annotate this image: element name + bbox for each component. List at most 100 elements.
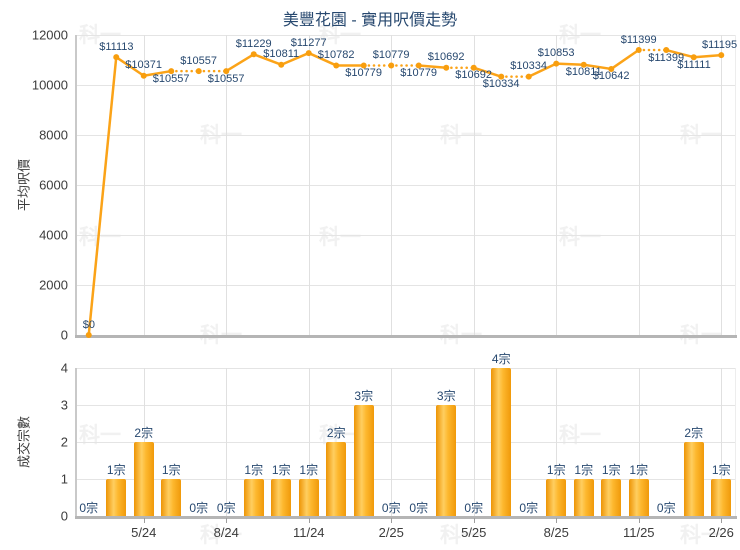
plot-right-edge: [735, 35, 736, 335]
bar-value-label: 0宗: [464, 501, 484, 515]
line-segment: [143, 69, 172, 77]
v-gridline: [556, 368, 558, 516]
watermark-text: 科一: [200, 524, 242, 547]
data-point-marker: [305, 50, 312, 57]
x-tick-mark: [308, 518, 310, 523]
watermark-text: 科一: [559, 226, 601, 249]
bar-value-label: 1宗: [629, 463, 649, 477]
data-point-marker: [690, 54, 697, 61]
data-point-marker: [113, 54, 120, 61]
h-gridline: [75, 478, 735, 480]
v-gridline: [391, 368, 393, 516]
v-gridline: [473, 368, 475, 516]
bar-value-label: 0宗: [381, 501, 401, 515]
y-tick-label: 1: [60, 471, 68, 487]
bar-value-label: 1宗: [161, 463, 181, 477]
price-point-label: $10811: [565, 66, 602, 79]
price-point-label: $10692: [427, 51, 465, 64]
x-tick-label: 2/26: [708, 525, 734, 540]
price-point-label: $10779: [400, 67, 437, 80]
bar-value-label: 1宗: [271, 463, 291, 477]
h-gridline: [75, 234, 735, 236]
deal-count-bar: [133, 442, 154, 516]
y-tick-label: 6000: [39, 177, 68, 193]
price-point-label: $0: [82, 318, 95, 331]
data-point-marker: [553, 60, 560, 67]
deal-count-bar: [601, 479, 622, 516]
deal-count-bar: [353, 405, 374, 516]
y-tick-label: 3: [60, 397, 68, 413]
watermark-text: 科一: [79, 226, 121, 249]
data-point-marker: [168, 68, 175, 75]
v-gridline: [391, 35, 393, 335]
deal-count-bar: [243, 479, 264, 516]
y-tick-label: 10000: [31, 77, 68, 93]
line-segment: [693, 53, 722, 59]
y-tick-label: 4000: [39, 227, 68, 243]
line-segment: [225, 53, 255, 73]
v-gridline: [473, 35, 475, 335]
y-tick-label: 0: [60, 508, 68, 524]
data-point-marker: [718, 52, 725, 59]
x-tick-label: 8/24: [213, 525, 239, 540]
price-point-label: $10853: [537, 47, 575, 60]
price-point-label: $10557: [207, 72, 245, 85]
line-segment: [115, 56, 145, 77]
watermark-text: 科一: [319, 226, 361, 249]
h-gridline: [75, 367, 735, 369]
plot-right-edge: [735, 368, 736, 516]
v-gridline: [721, 35, 723, 335]
bar-value-label: 0宗: [216, 501, 236, 515]
v-gridline: [226, 368, 228, 516]
watermark-text: 科一: [559, 24, 601, 47]
deal-count-bar: [546, 479, 567, 516]
watermark-text: 科一: [680, 524, 722, 547]
y-tick-label: 8000: [39, 127, 68, 143]
data-point-marker: [415, 62, 422, 69]
data-point-marker: [250, 51, 257, 58]
watermark-text: 科一: [200, 124, 242, 147]
bar-value-label: 1宗: [299, 463, 319, 477]
price-point-label: $10642: [592, 70, 630, 83]
deal-count-bar: [491, 368, 512, 516]
watermark-text: 科一: [319, 424, 361, 447]
watermark-text: 科一: [79, 424, 121, 447]
y-tick-label: 4: [60, 360, 68, 376]
price-point-label: $10779: [372, 49, 410, 62]
watermark-text: 科一: [79, 24, 121, 47]
y-tick-label: 12000: [31, 27, 68, 43]
watermark-text: 科一: [680, 124, 722, 147]
data-point-marker: [140, 72, 147, 79]
bar-value-label: 0宗: [656, 501, 676, 515]
price-point-label: $11111: [677, 58, 711, 71]
price-point-label: $10334: [482, 78, 520, 91]
x-tick-mark: [638, 518, 640, 523]
deal-count-bar: [711, 479, 732, 516]
x-tick-mark: [391, 518, 393, 523]
data-point-marker: [278, 61, 285, 68]
h-gridline: [75, 34, 735, 36]
bar-value-label: 4宗: [491, 352, 511, 366]
bar-value-label: 0宗: [519, 501, 539, 515]
bar-value-label: 2宗: [326, 426, 346, 440]
x-tick-label: 11/25: [622, 525, 655, 540]
deal-count-bar: [326, 442, 347, 516]
x-tick-label: 5/25: [461, 525, 487, 540]
x-tick-label: 11/24: [292, 525, 325, 540]
v-gridline: [143, 35, 145, 335]
data-point-marker: [333, 62, 340, 69]
line-segment: [665, 48, 695, 59]
price-point-label: $10557: [152, 72, 190, 85]
deal-count-bar: [436, 405, 457, 516]
x-tick-label: 2/25: [378, 525, 404, 540]
x-tick-mark: [473, 518, 475, 523]
data-point-marker: [663, 47, 670, 54]
watermark-text: 科一: [440, 124, 482, 147]
watermark-text: 科一: [319, 24, 361, 47]
chart-title: 美豐花園 - 實用呎價走勢: [282, 12, 458, 29]
deal-count-bar: [628, 479, 649, 516]
x-axis-line: [75, 516, 737, 519]
